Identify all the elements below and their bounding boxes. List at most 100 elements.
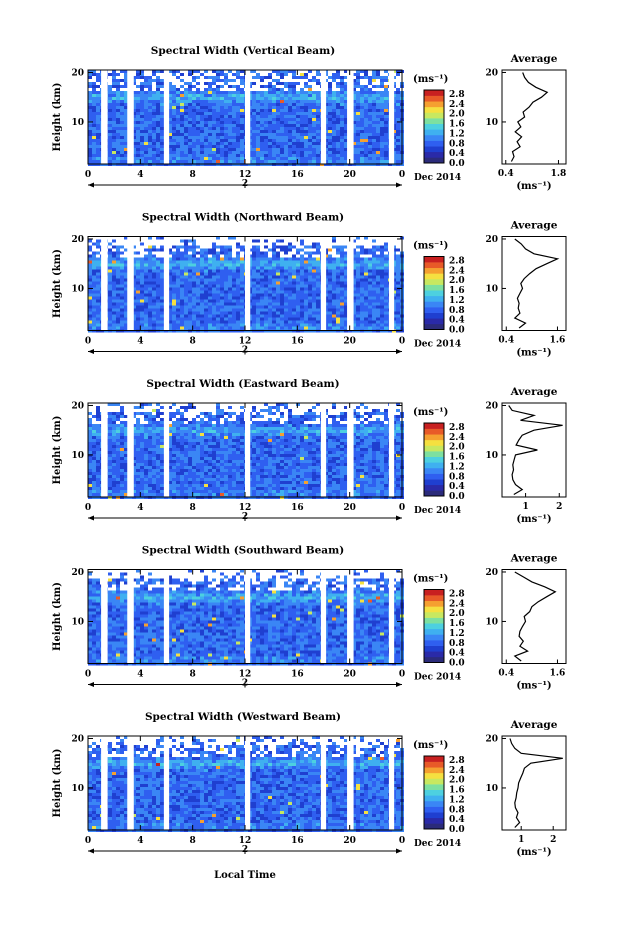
heatmap-cell <box>116 239 120 243</box>
heatmap-cell <box>256 94 260 97</box>
heatmap-cell <box>152 326 156 330</box>
heatmap-cell <box>212 145 216 148</box>
heatmap-cell <box>132 284 136 288</box>
heatmap-cell <box>160 121 164 124</box>
heatmap-cell <box>396 73 400 76</box>
heatmap-cell <box>88 314 92 318</box>
heatmap-cell <box>172 260 176 264</box>
heatmap-cell <box>352 314 356 318</box>
heatmap-cell <box>264 320 268 324</box>
heatmap-cell <box>368 85 372 88</box>
heatmap-cell <box>88 157 92 160</box>
heatmap-cell <box>120 275 124 279</box>
heatmap-cell <box>236 320 240 324</box>
heatmap-cell <box>188 239 192 243</box>
heatmap-cell <box>192 257 196 261</box>
heatmap-cell <box>356 94 360 97</box>
heatmap-cell <box>272 100 276 103</box>
heatmap-cell <box>228 281 232 285</box>
heatmap-cell <box>300 100 304 103</box>
heatmap-cell <box>376 308 380 312</box>
heatmap-cell <box>296 236 300 240</box>
heatmap-cell <box>204 248 208 252</box>
heatmap-cell <box>356 112 360 115</box>
heatmap-cell <box>288 296 292 300</box>
heatmap-cell <box>96 160 100 163</box>
heatmap-cell <box>96 293 100 297</box>
heatmap-cell <box>232 160 236 163</box>
heatmap-cell <box>352 127 356 130</box>
heatmap-cell <box>160 73 164 76</box>
heatmap-cell <box>384 127 388 130</box>
heatmap-cell <box>312 299 316 303</box>
heatmap-cell <box>168 254 172 258</box>
heatmap-cell <box>252 91 256 94</box>
heatmap-cell <box>336 88 340 91</box>
heatmap-cell <box>132 109 136 112</box>
heatmap-cell <box>208 320 212 324</box>
heatmap-cell <box>108 112 112 115</box>
heatmap-cell <box>256 70 260 73</box>
heatmap-cell <box>264 284 268 288</box>
heatmap-cell <box>288 82 292 85</box>
heatmap-cell <box>376 139 380 142</box>
heatmap-cell <box>136 260 140 264</box>
heatmap-cell <box>148 326 152 330</box>
heatmap-cell <box>204 82 208 85</box>
heatmap-cell <box>308 73 312 76</box>
heatmap-cell <box>376 73 380 76</box>
heatmap-cell <box>292 157 296 160</box>
heatmap-cell <box>260 148 264 151</box>
heatmap-cell <box>192 281 196 285</box>
heatmap-cell <box>356 133 360 136</box>
heatmap-cell <box>132 100 136 103</box>
heatmap-cell <box>92 151 96 154</box>
heatmap-cell <box>260 154 264 157</box>
heatmap-cell <box>288 263 292 267</box>
heatmap-cell <box>140 73 144 76</box>
colorbar-segment <box>424 134 444 141</box>
heatmap-cell <box>264 118 268 121</box>
heatmap-cell <box>140 257 144 261</box>
heatmap-cell <box>360 302 364 306</box>
heatmap-cell <box>240 269 244 273</box>
heatmap-cell <box>204 269 208 273</box>
heatmap-cell <box>292 308 296 312</box>
heatmap-cell <box>124 151 128 154</box>
panel-1 <box>87 236 567 355</box>
heatmap-cell <box>272 245 276 249</box>
heatmap-cell <box>256 293 260 297</box>
heatmap-cell <box>192 91 196 94</box>
heatmap-cell <box>268 112 272 115</box>
heatmap-cell <box>264 73 268 76</box>
heatmap-cell <box>112 263 116 267</box>
heatmap-cell <box>344 236 348 240</box>
heatmap-cell <box>196 296 200 300</box>
heatmap-cell <box>340 112 344 115</box>
heatmap-cell <box>352 154 356 157</box>
heatmap-cell <box>200 269 204 273</box>
heatmap-cell <box>360 305 364 309</box>
heatmap-cell <box>304 269 308 273</box>
heatmap-cell <box>92 85 96 88</box>
heatmap-cell <box>368 251 372 255</box>
heatmap-cell <box>180 103 184 106</box>
heatmap-cell <box>368 269 372 273</box>
heatmap-cell <box>352 148 356 151</box>
heatmap-cell <box>240 70 244 73</box>
heatmap-cell <box>380 314 384 318</box>
heatmap-cell <box>344 248 348 252</box>
day-bar-arrow-left <box>88 182 94 188</box>
heatmap-cell <box>356 76 360 79</box>
heatmap-cell <box>372 112 376 115</box>
heatmap-cell <box>268 85 272 88</box>
heatmap-cell <box>232 154 236 157</box>
heatmap-cell <box>136 257 140 261</box>
heatmap-cell <box>140 145 144 148</box>
heatmap-cell <box>280 254 284 258</box>
heatmap-cell <box>160 263 164 267</box>
heatmap-cell <box>308 248 312 252</box>
heatmap-cell <box>160 160 164 163</box>
heatmap-cell <box>180 278 184 282</box>
heatmap-cell <box>252 242 256 246</box>
